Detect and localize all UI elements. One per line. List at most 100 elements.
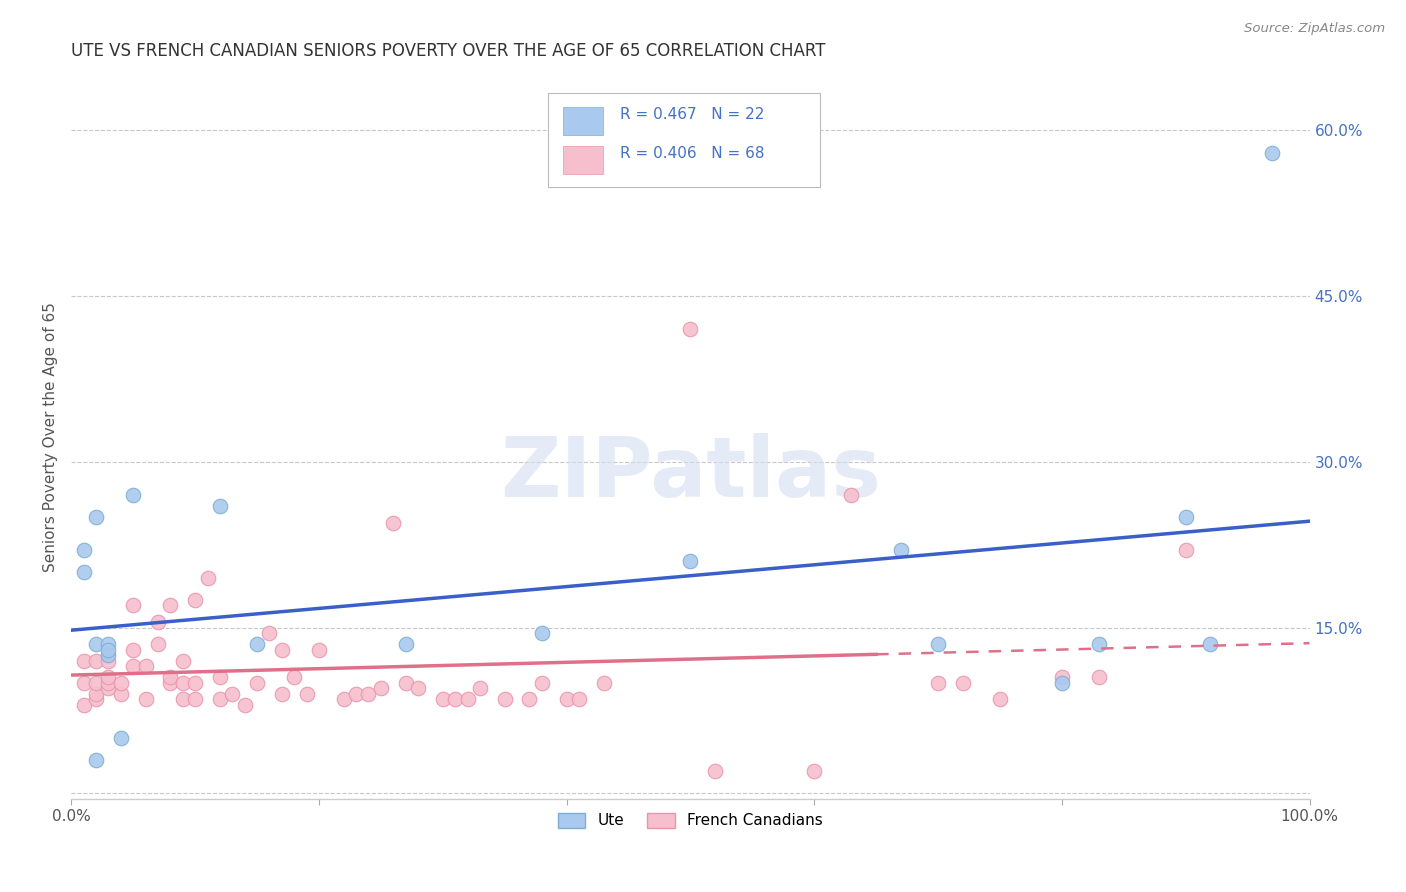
Point [135,692,157,706]
Point [1050,670,1073,684]
Point [84,654,107,668]
Point [122,659,145,673]
Point [432,692,454,706]
Point [184,593,207,607]
Point [73,654,96,668]
Point [84,676,107,690]
Point [122,488,145,502]
Point [97,654,120,668]
Point [679,322,702,336]
Point [406,681,429,696]
Point [803,764,825,779]
Point [110,676,132,690]
Point [84,637,107,651]
Point [457,692,479,706]
Point [172,654,194,668]
Point [394,637,416,651]
Point [97,637,120,651]
Point [555,692,578,706]
Point [172,676,194,690]
Point [73,698,96,712]
Point [246,676,269,690]
Point [270,687,292,701]
Y-axis label: Seniors Poverty Over the Age of 65: Seniors Poverty Over the Age of 65 [44,302,58,572]
Point [246,637,269,651]
Point [73,543,96,558]
Point [927,676,949,690]
Point [370,681,392,696]
Point [97,670,120,684]
FancyBboxPatch shape [562,107,603,135]
Text: Source: ZipAtlas.com: Source: ZipAtlas.com [1244,22,1385,36]
Point [519,692,541,706]
Point [841,488,863,502]
Point [197,571,219,585]
Text: ZIPatlas: ZIPatlas [501,433,882,514]
Point [1088,670,1111,684]
Point [84,692,107,706]
Point [308,642,330,657]
Text: R = 0.467   N = 22: R = 0.467 N = 22 [620,107,765,122]
Point [97,648,120,663]
Point [233,698,256,712]
Point [295,687,318,701]
Point [394,676,416,690]
Point [270,642,292,657]
Point [952,676,974,690]
Point [1088,637,1111,651]
FancyBboxPatch shape [562,146,603,174]
Point [208,692,231,706]
Point [704,764,727,779]
Legend: Ute, French Canadians: Ute, French Canadians [553,806,830,835]
Point [159,599,181,613]
Point [97,676,120,690]
Point [84,687,107,701]
Point [184,676,207,690]
Point [146,637,169,651]
Point [1199,637,1222,651]
Point [73,566,96,580]
Point [208,499,231,513]
Point [927,637,949,651]
Point [110,687,132,701]
Point [122,642,145,657]
Point [159,676,181,690]
Point [135,659,157,673]
Point [172,692,194,706]
Point [84,510,107,524]
Point [1261,145,1284,160]
Point [122,599,145,613]
Point [110,731,132,745]
Point [221,687,243,701]
Point [988,692,1011,706]
FancyBboxPatch shape [548,94,821,187]
Point [679,554,702,568]
Text: UTE VS FRENCH CANADIAN SENIORS POVERTY OVER THE AGE OF 65 CORRELATION CHART: UTE VS FRENCH CANADIAN SENIORS POVERTY O… [72,42,825,60]
Point [1174,543,1197,558]
Point [530,676,553,690]
Point [208,670,231,684]
Point [73,676,96,690]
Point [84,753,107,767]
Point [357,687,380,701]
Point [592,676,614,690]
Point [382,516,405,530]
Point [468,681,491,696]
Point [530,626,553,640]
Point [159,670,181,684]
Point [494,692,516,706]
Point [184,692,207,706]
Point [259,626,281,640]
Point [146,615,169,629]
Point [97,681,120,696]
Point [1050,676,1073,690]
Point [344,687,367,701]
Point [568,692,591,706]
Point [332,692,354,706]
Point [890,543,912,558]
Point [283,670,305,684]
Text: R = 0.406   N = 68: R = 0.406 N = 68 [620,146,765,161]
Point [1174,510,1197,524]
Point [97,642,120,657]
Point [444,692,467,706]
